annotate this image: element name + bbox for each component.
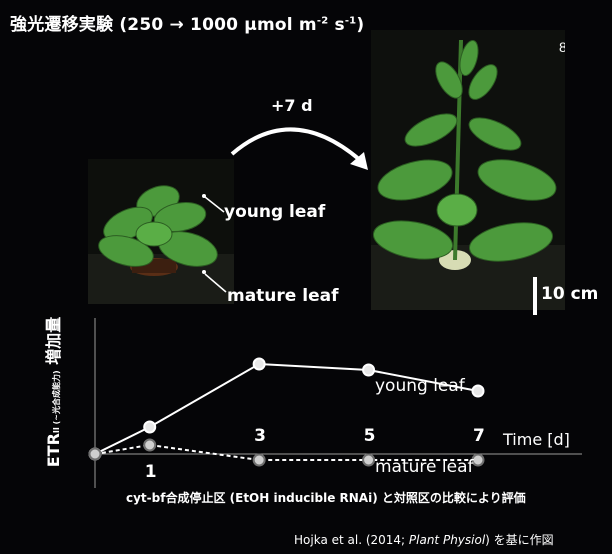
x-tick-label: 3 — [254, 426, 266, 446]
plant-before-illustration — [88, 185, 234, 304]
plant-photo-before — [88, 159, 234, 304]
page-title: 強光遷移実験 (250 → 1000 μmol m-2 s-1) — [10, 15, 365, 35]
data-point — [252, 357, 266, 371]
series-line-1 — [94, 443, 478, 461]
data-point — [362, 363, 376, 377]
data-point — [362, 453, 376, 467]
time-arrow-icon — [230, 127, 368, 170]
data-point — [143, 438, 157, 452]
series-label-mature: mature leaf — [375, 457, 474, 477]
data-point — [252, 453, 266, 467]
series-label-young: young leaf — [375, 376, 465, 396]
data-point — [471, 453, 485, 467]
source-credit: Hojka et al. (2014; Plant Physiol) を基に作図 — [294, 533, 554, 547]
young-leaf-label: young leaf — [224, 202, 326, 222]
data-point — [143, 420, 157, 434]
x-tick-label: 5 — [363, 426, 376, 446]
data-point — [88, 447, 102, 461]
method-note: cyt-bf合成停止区 (EtOH inducible RNAi) と対照区の比… — [126, 491, 526, 505]
arrow-label: +7 d — [271, 96, 313, 115]
svg-text:8: 8 — [559, 39, 565, 55]
leaf-pointer-lines — [202, 194, 227, 293]
scale-label: 10 cm — [541, 284, 599, 304]
data-point — [471, 384, 485, 398]
plant-photo-after: 8 — [371, 30, 565, 310]
x-axis-label: Time [d] — [503, 430, 570, 449]
scale-bar — [533, 277, 537, 315]
mature-leaf-label: mature leaf — [227, 286, 339, 306]
x-tick-label: 1 — [144, 462, 157, 482]
plant-after-illustration: 8 — [371, 39, 565, 310]
x-tick-label: 7 — [473, 426, 485, 446]
